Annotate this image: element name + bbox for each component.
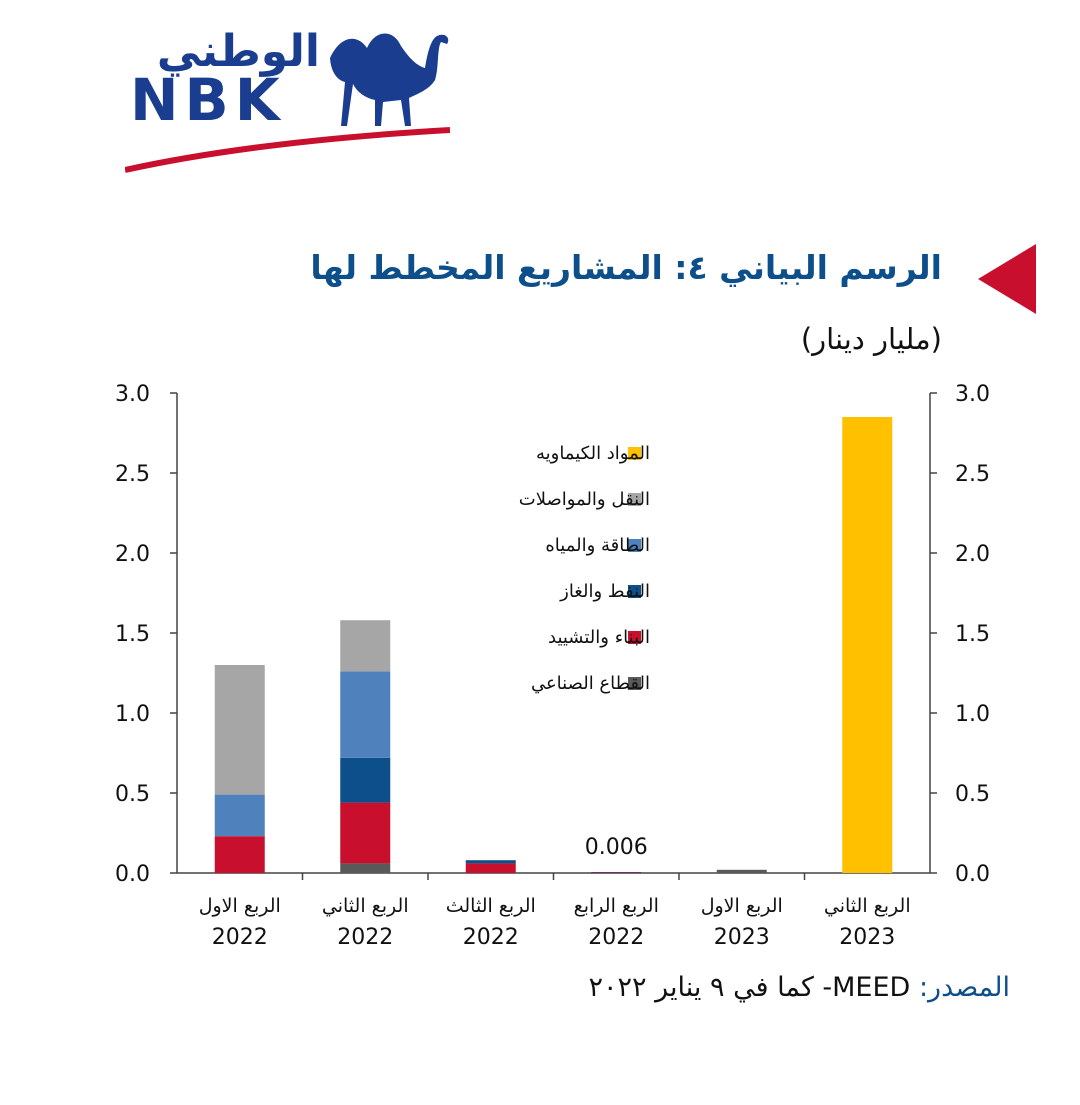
- x-tick-label-quarter: الربع الاول: [701, 895, 783, 917]
- bar-segment: [591, 872, 642, 874]
- legend: المواد الكيماويه النقل والمواصلات الطاقة و…: [519, 443, 650, 694]
- y-tick-label-right: 2.0: [955, 542, 990, 567]
- y-tick-label-right: 3.0: [955, 382, 990, 407]
- y-tick-label-left: 0.5: [115, 782, 150, 807]
- legend-swatch: [628, 631, 641, 644]
- legend-label: النقل والمواصلات: [519, 489, 650, 510]
- y-tick-label-left: 0.0: [115, 862, 150, 887]
- bars: [214, 417, 893, 874]
- x-tick-label-year: 2022: [463, 925, 519, 950]
- stacked-bar-chart: 0.0 0.0 0.5 0.5 1.0 1.0 1.5 1.5 2.0 2.0 2.5 2.5 3.0 3…: [115, 382, 990, 950]
- bar-segment: [716, 869, 767, 873]
- bar-segment: [340, 620, 391, 672]
- x-tick-label-quarter: الربع الثاني: [322, 895, 409, 917]
- chart-title: الرسم البياني ٤: المشاريع المخطط لها: [310, 248, 942, 287]
- x-tick-label-quarter: الربع الاول: [199, 895, 281, 917]
- source-label: المصدر:: [918, 972, 1010, 1003]
- x-tick-label-year: 2022: [337, 925, 393, 950]
- nbk-logo: الوطني NBK: [124, 18, 451, 176]
- bar-segment: [842, 417, 893, 873]
- bar-segment: [465, 863, 516, 873]
- legend-label: النفط والغاز: [559, 581, 650, 602]
- bar-segment: [214, 665, 265, 795]
- legend-label: القطاع الصناعي: [531, 673, 650, 694]
- bar-segment: [340, 802, 391, 864]
- legend-swatch: [628, 677, 641, 690]
- x-tick-label-year: 2023: [714, 925, 770, 950]
- logo-latin: NBK: [130, 66, 286, 134]
- axes: 0.0 0.0 0.5 0.5 1.0 1.0 1.5 1.5 2.0 2.0 2.5 2.5 3.0 3…: [115, 382, 990, 887]
- bar-segment: [340, 863, 391, 873]
- y-tick-label-right: 0.5: [955, 782, 990, 807]
- y-tick-label-right: 0.0: [955, 862, 990, 887]
- x-tick-label-quarter: الربع الرابع: [574, 895, 659, 917]
- logo-swoosh: [124, 127, 451, 173]
- legend-label: الطاقة والمياه: [545, 535, 650, 556]
- camel-icon: [330, 33, 449, 126]
- legend-swatch: [628, 493, 641, 506]
- y-tick-label-right: 2.5: [955, 462, 990, 487]
- x-tick-label-year: 2022: [212, 925, 268, 950]
- source-note: المصدر: MEED- كما في ٩ يناير ٢٠٢٢: [589, 972, 1010, 1003]
- legend-label: البناء والتشييد: [548, 627, 650, 648]
- bar-segment: [340, 671, 391, 758]
- x-axis-labels: الربع الاول 2022 الربع الثاني 2022 الربع الث…: [199, 895, 911, 950]
- x-tick-label-quarter: الربع الثالث: [446, 895, 536, 917]
- accent-triangle-icon: [978, 244, 1036, 314]
- source-text: MEED- كما في ٩ يناير ٢٠٢٢: [588, 972, 911, 1003]
- bar-segment: [340, 757, 391, 803]
- nbk-logo-graphic: الوطني NBK: [124, 26, 451, 173]
- legend-swatch: [628, 539, 641, 552]
- logo-arabic: الوطني: [157, 26, 320, 77]
- y-tick-label-left: 2.5: [115, 462, 150, 487]
- bar-segment: [214, 794, 265, 837]
- y-tick-label-right: 1.0: [955, 702, 990, 727]
- bar-segment: [465, 860, 516, 864]
- bar-segment: [591, 872, 642, 873]
- y-tick-label-left: 2.0: [115, 542, 150, 567]
- y-tick-label-left: 3.0: [115, 382, 150, 407]
- annotations: 0.006: [585, 835, 648, 860]
- chart-subtitle: (مليار دينار): [800, 322, 942, 356]
- legend-swatch: [628, 447, 641, 460]
- y-tick-label-left: 1.0: [115, 702, 150, 727]
- legend-label: المواد الكيماويه: [536, 443, 650, 464]
- data-label: 0.006: [585, 835, 648, 860]
- x-tick-label-quarter: الربع الثاني: [824, 895, 911, 917]
- bar-segment: [214, 836, 265, 873]
- legend-swatch: [628, 585, 641, 598]
- y-tick-label-right: 1.5: [955, 622, 990, 647]
- x-tick-label-year: 2023: [839, 925, 895, 950]
- y-tick-label-left: 1.5: [115, 622, 150, 647]
- x-tick-label-year: 2022: [588, 925, 644, 950]
